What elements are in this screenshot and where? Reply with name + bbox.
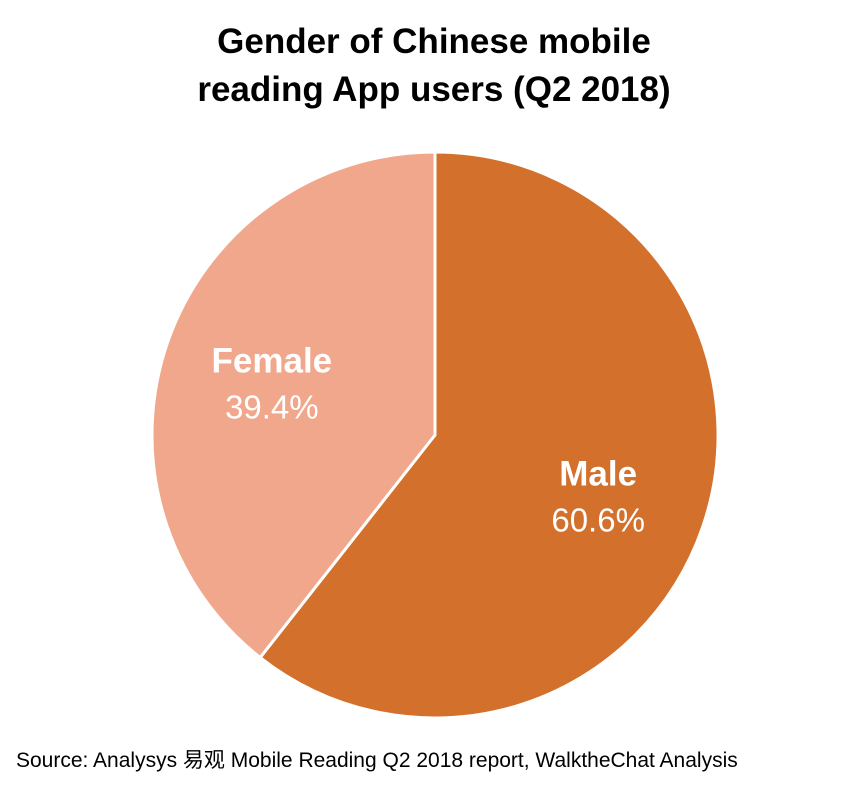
chart-title: Gender of Chinese mobile reading App use… <box>0 18 868 114</box>
slice-label-female: Female <box>212 342 333 381</box>
slice-label-male: Male <box>559 454 637 493</box>
chart-title-line-1: Gender of Chinese mobile <box>217 22 651 61</box>
slice-value-male: 60.6% <box>551 501 645 538</box>
pie-slice-female <box>150 150 437 660</box>
chart-title-line-2: reading App users (Q2 2018) <box>197 70 671 109</box>
source-note: Source: Analysys 易观 Mobile Reading Q2 20… <box>16 749 738 772</box>
pie-slice-male <box>258 150 720 720</box>
slice-value-female: 39.4% <box>225 389 319 426</box>
